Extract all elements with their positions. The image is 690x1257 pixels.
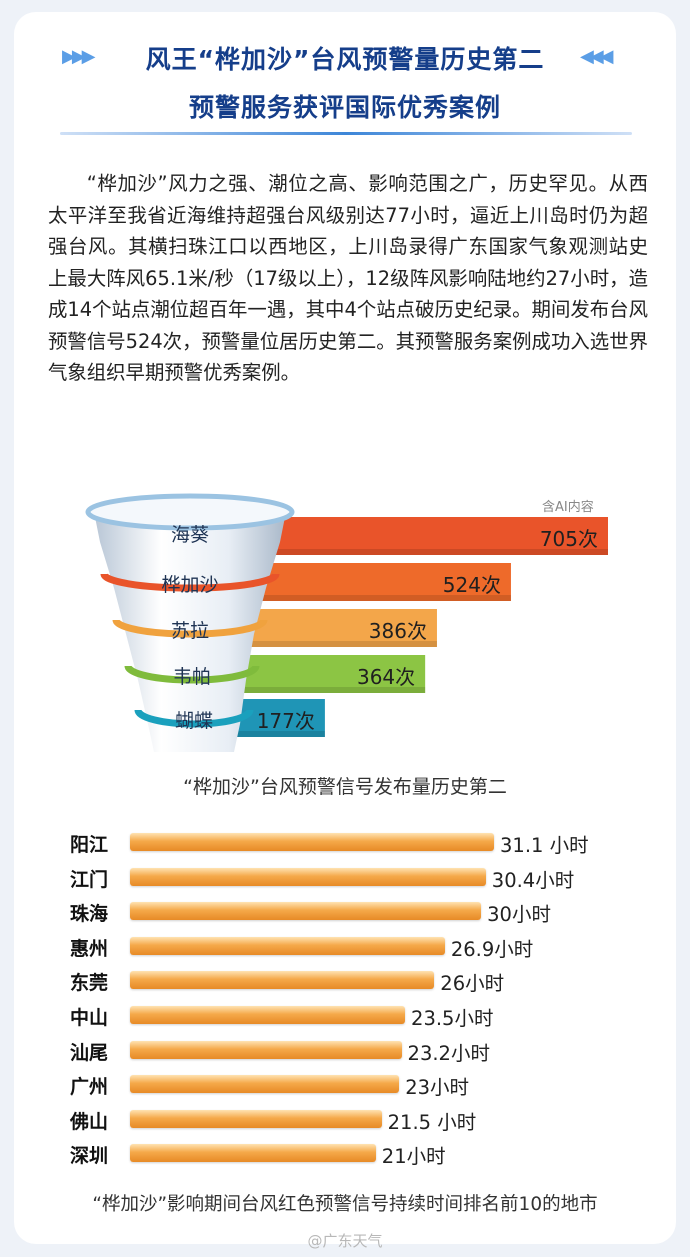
bar-苏拉 [230, 609, 437, 647]
duration-bar [130, 1144, 376, 1163]
city-label: 中山 [70, 1007, 109, 1029]
duration-bar [130, 971, 435, 990]
duration-bar [130, 936, 445, 955]
bar-shadow [230, 731, 325, 737]
funnel-ring [112, 619, 268, 638]
bar-value-label: 177次 [256, 709, 315, 733]
duration-bar [130, 902, 482, 921]
city-label: 汕尾 [70, 1041, 109, 1064]
bar-shadow [230, 595, 511, 601]
duration-value-label: 26小时 [440, 972, 505, 996]
city-label: 深圳 [70, 1145, 109, 1168]
bar-shadow [230, 641, 437, 647]
duration-bar [130, 1075, 400, 1094]
funnel-category-label: 苏拉 [170, 620, 209, 642]
city-label: 惠州 [70, 937, 109, 960]
bar-桦加沙 [230, 563, 511, 601]
bar-value-label: 705次 [539, 527, 598, 551]
duration-value-label: 30小时 [487, 903, 551, 927]
chart1-caption: “桦加沙”台风预警信号发布量历史第二 [183, 776, 507, 798]
bar-海葵 [230, 517, 608, 555]
arrow-right-icon: ▶▶▶ [62, 46, 95, 67]
funnel-ring [124, 665, 260, 684]
duration-value-label: 30.4小时 [491, 868, 575, 892]
duration-value-label: 31.1 小时 [500, 834, 589, 857]
bar-shadow [230, 687, 426, 693]
funnel-category-label: 蝴蝶 [174, 710, 213, 732]
chart2-caption: “桦加沙”影响期间台风红色预警信号持续时间排名前10的地市 [92, 1194, 598, 1215]
funnel-category-label: 桦加沙 [161, 574, 219, 596]
duration-bar [130, 1040, 402, 1059]
bar-value-label: 524次 [442, 573, 501, 597]
duration-bar [130, 833, 494, 851]
funnel-ring [134, 709, 254, 728]
page-title: 风王“桦加沙”台风预警量历史第二 [145, 45, 545, 74]
bar-shadow [230, 549, 608, 555]
duration-bar [130, 1006, 406, 1024]
bar-value-label: 386次 [368, 619, 427, 643]
duration-value-label: 21.5 小时 [387, 1110, 477, 1134]
page-subtitle: 预警服务获评国际优秀案例 [188, 93, 501, 122]
duration-bar [130, 1109, 382, 1128]
city-label: 东莞 [70, 972, 109, 995]
city-label: 阳江 [70, 834, 109, 856]
city-label: 佛山 [70, 1110, 109, 1133]
city-label: 珠海 [70, 903, 109, 926]
bar-value-label: 364次 [356, 665, 416, 689]
duration-value-label: 23小时 [405, 1076, 470, 1100]
duration-value-label: 23.5小时 [411, 1007, 494, 1030]
duration-value-label: 26.9小时 [450, 937, 534, 961]
intro-paragraph: “桦加沙”风力之强、潮位之高、影响范围之广，历史罕见。从西太平洋至我省近海维持超… [48, 172, 648, 384]
watermark: @广东天气 [307, 1232, 383, 1250]
city-label: 广州 [70, 1076, 109, 1099]
duration-value-label: 21小时 [381, 1145, 446, 1169]
funnel-category-label: 韦帕 [172, 666, 211, 688]
duration-bar [130, 867, 486, 886]
funnel-category-label: 海葵 [170, 524, 209, 546]
funnel-top-ring [85, 493, 295, 531]
arrow-left-icon: ◀◀◀ [580, 46, 613, 67]
duration-value-label: 23.2小时 [407, 1041, 490, 1065]
bar-韦帕 [230, 655, 426, 693]
funnel-ring [100, 573, 280, 592]
city-label: 江门 [70, 868, 109, 891]
title-divider [60, 132, 632, 135]
ai-note: 含AI内容 [542, 500, 594, 515]
